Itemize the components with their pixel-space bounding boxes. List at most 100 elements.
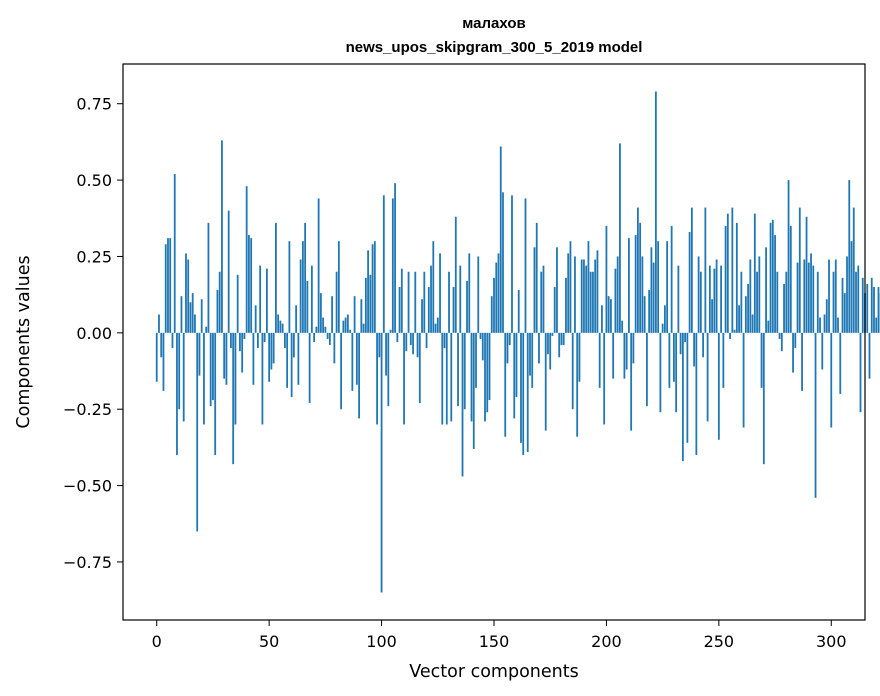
bar	[322, 317, 325, 333]
bar	[346, 314, 349, 333]
bar	[169, 238, 172, 333]
bar	[713, 268, 716, 333]
bar	[526, 332, 529, 452]
bar	[625, 332, 628, 370]
bar	[569, 241, 572, 333]
bar	[706, 332, 709, 422]
bar	[657, 241, 660, 333]
bar	[875, 317, 878, 333]
bar	[299, 259, 302, 333]
bar	[272, 332, 275, 364]
bar	[749, 259, 752, 333]
chart-subtitle: news_upos_skipgram_300_5_2019 model	[346, 39, 643, 56]
bar	[418, 332, 421, 404]
bar	[672, 332, 675, 382]
bar	[178, 332, 181, 410]
bar	[448, 271, 450, 333]
bar	[553, 287, 556, 333]
bar	[155, 332, 158, 382]
bar	[619, 143, 621, 333]
bar	[753, 213, 756, 333]
bar	[486, 332, 489, 413]
x-tick-label: 300	[816, 632, 847, 651]
bar	[416, 332, 419, 358]
bar	[684, 332, 687, 342]
bar	[866, 283, 869, 333]
bar	[783, 283, 785, 333]
bar	[538, 332, 540, 364]
bar	[681, 332, 684, 462]
bar	[870, 277, 873, 333]
bar	[722, 332, 725, 388]
bar	[373, 241, 376, 333]
bar	[857, 265, 860, 333]
bar	[603, 332, 606, 425]
x-tick-label: 150	[479, 632, 510, 651]
y-axis-label: Components values	[14, 255, 34, 428]
bar	[601, 305, 603, 333]
bar	[391, 198, 394, 333]
bar	[502, 192, 504, 333]
bar	[430, 265, 432, 333]
bar	[436, 317, 439, 333]
bar	[663, 305, 666, 333]
bar	[852, 207, 855, 333]
bar	[861, 277, 864, 333]
bar	[733, 329, 736, 333]
bar	[461, 332, 464, 477]
bar	[257, 332, 259, 349]
bar	[697, 256, 700, 333]
bar	[823, 314, 826, 333]
bar	[275, 222, 277, 333]
bar	[740, 271, 743, 333]
bar	[414, 271, 417, 333]
bar	[490, 296, 493, 333]
bar	[819, 317, 821, 333]
bar	[254, 305, 257, 333]
bar	[841, 277, 844, 333]
bar	[810, 253, 812, 333]
bar	[331, 296, 334, 333]
bar	[535, 222, 538, 333]
bars-group	[155, 91, 880, 593]
bar	[205, 326, 208, 333]
bar	[832, 271, 835, 333]
bar	[670, 225, 673, 333]
bar	[789, 225, 792, 333]
bar	[425, 332, 428, 349]
bar	[475, 332, 477, 388]
bar	[693, 332, 696, 367]
bar	[239, 332, 241, 352]
bar	[529, 332, 531, 376]
bar	[666, 241, 669, 333]
bar	[382, 195, 385, 333]
bar	[367, 250, 369, 333]
bar	[167, 238, 169, 333]
bar	[270, 332, 273, 370]
bar	[427, 287, 430, 333]
axes-group: 0 50 100 150 200 250 300 −0.75 −0.50 −0.25 0.00 0.2…	[63, 95, 847, 651]
bar	[558, 332, 561, 358]
bar	[515, 332, 518, 397]
bar	[504, 332, 507, 437]
bar	[176, 332, 178, 456]
bar	[765, 247, 767, 333]
bar	[623, 332, 626, 379]
bar	[785, 271, 788, 333]
x-axis-label: Vector components	[409, 662, 578, 682]
bar	[477, 256, 480, 333]
x-tick-label: 200	[591, 632, 622, 651]
bar	[481, 332, 484, 361]
bar	[830, 332, 833, 428]
bar	[203, 332, 205, 425]
bar	[834, 259, 837, 333]
bar	[796, 262, 799, 333]
bar	[839, 332, 842, 394]
bar	[187, 259, 190, 333]
bar	[484, 332, 486, 422]
bar	[252, 332, 255, 385]
bar	[650, 247, 653, 333]
bar	[279, 320, 282, 333]
bar	[452, 287, 455, 333]
bar	[290, 332, 293, 397]
